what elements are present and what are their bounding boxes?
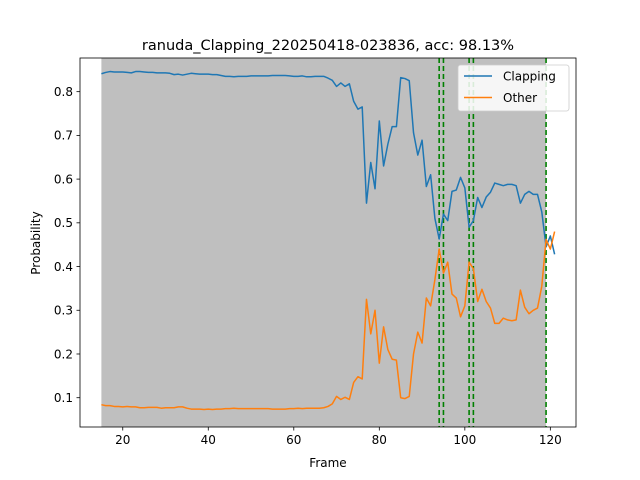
x-tick-label: 100	[453, 433, 476, 447]
y-tick-label: 0.7	[54, 129, 73, 143]
shaded-region	[101, 58, 547, 427]
x-tick-label: 60	[286, 433, 301, 447]
y-axis-title: Probability	[29, 211, 43, 274]
y-tick-label: 0.6	[54, 172, 73, 186]
y-tick-label: 0.3	[54, 304, 73, 318]
x-tick-label: 20	[115, 433, 130, 447]
y-tick-label: 0.4	[54, 260, 73, 274]
series-line-other	[101, 231, 556, 411]
y-tick-label: 0.2	[54, 347, 73, 361]
series-line-clapping	[101, 70, 556, 255]
x-tick-label: 40	[201, 433, 216, 447]
y-tick-label: 0.8	[54, 85, 73, 99]
legend-label-clapping: Clapping	[503, 69, 556, 83]
axes-frame	[79, 57, 577, 428]
x-tick-label: 80	[372, 433, 387, 447]
x-axis-title: Frame	[309, 456, 346, 470]
plot-area: 20 40 60 80 100 120 0.1 0.2 0.3 0.4 0.5 0.6 0.7 0.8	[54, 57, 577, 447]
chart-title: ranuda_Clapping_220250418-023836, acc: 9…	[142, 38, 514, 54]
y-tick-label: 0.1	[54, 391, 73, 405]
legend-label-other: Other	[503, 91, 537, 105]
legend: Clapping Other	[457, 64, 570, 112]
y-tick-label: 0.5	[54, 216, 73, 230]
x-tick-label: 120	[539, 433, 562, 447]
